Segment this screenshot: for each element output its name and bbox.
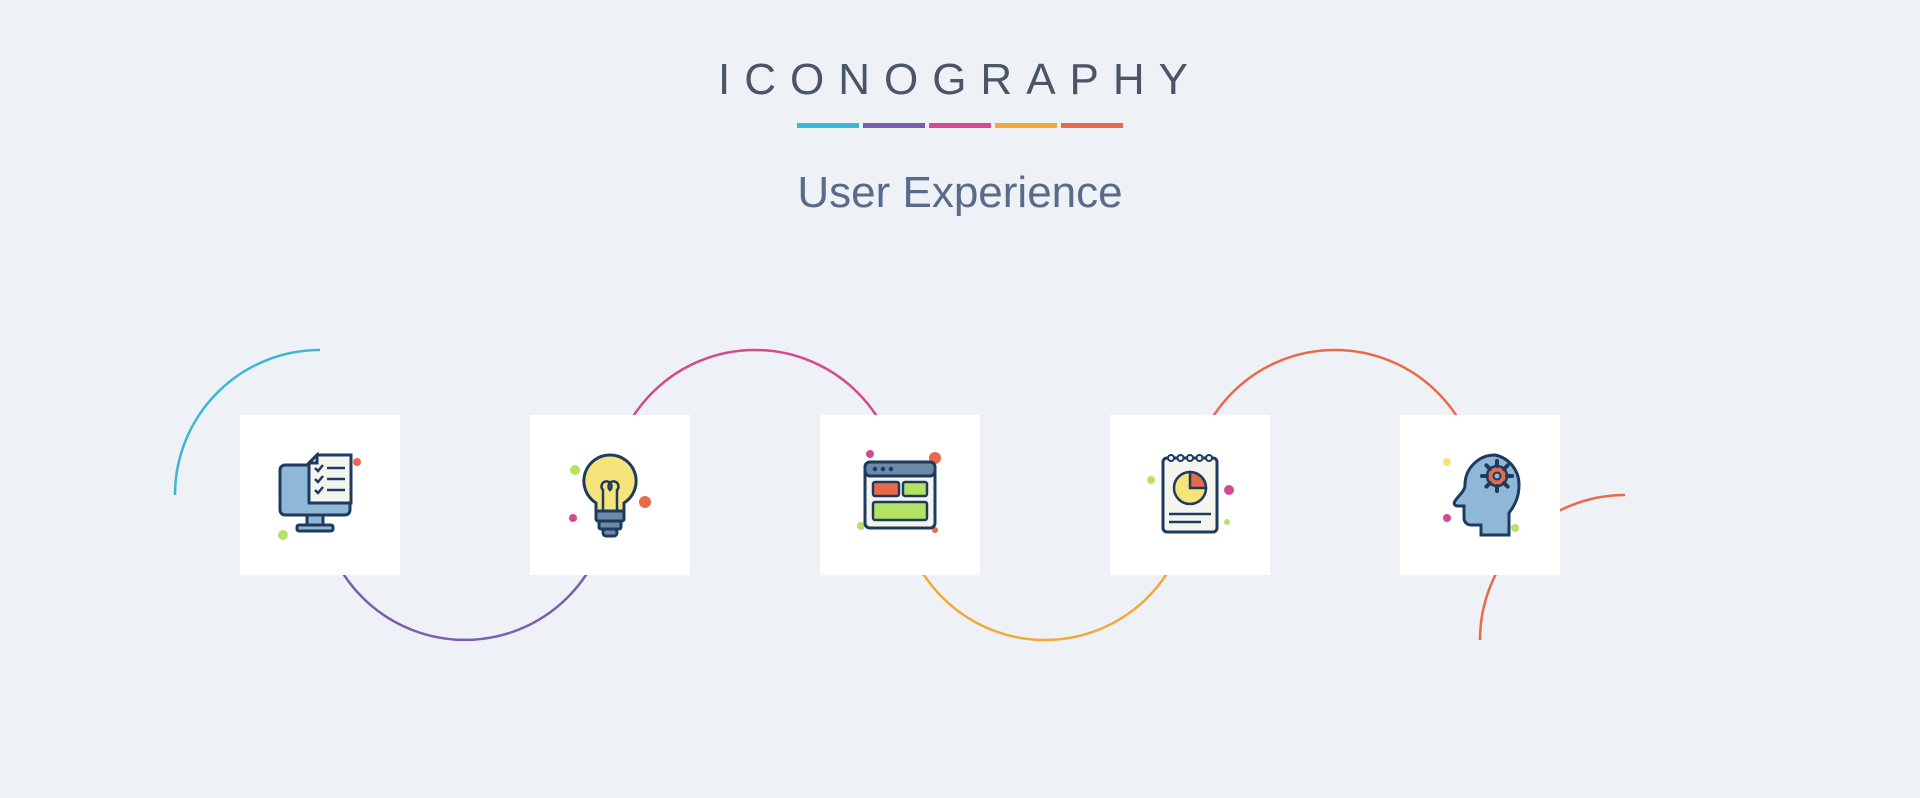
monitor-checklist-icon [265, 440, 375, 550]
card-monitor [240, 415, 400, 575]
card-head [1400, 415, 1560, 575]
browser-layout-icon [845, 440, 955, 550]
lightbulb-idea-icon [555, 440, 665, 550]
stage [0, 300, 1920, 798]
card-report [1110, 415, 1270, 575]
card-bulb [530, 415, 690, 575]
brand-title: ICONOGRAPHY [0, 55, 1920, 105]
card-browser [820, 415, 980, 575]
report-chart-icon [1135, 440, 1245, 550]
color-seg-1 [797, 123, 859, 128]
color-seg-4 [995, 123, 1057, 128]
color-seg-3 [929, 123, 991, 128]
head-gear-thinking-icon [1425, 440, 1535, 550]
color-bar [0, 123, 1920, 128]
color-seg-2 [863, 123, 925, 128]
header: ICONOGRAPHY User Experience [0, 0, 1920, 218]
subtitle: User Experience [0, 168, 1920, 218]
color-seg-5 [1061, 123, 1123, 128]
